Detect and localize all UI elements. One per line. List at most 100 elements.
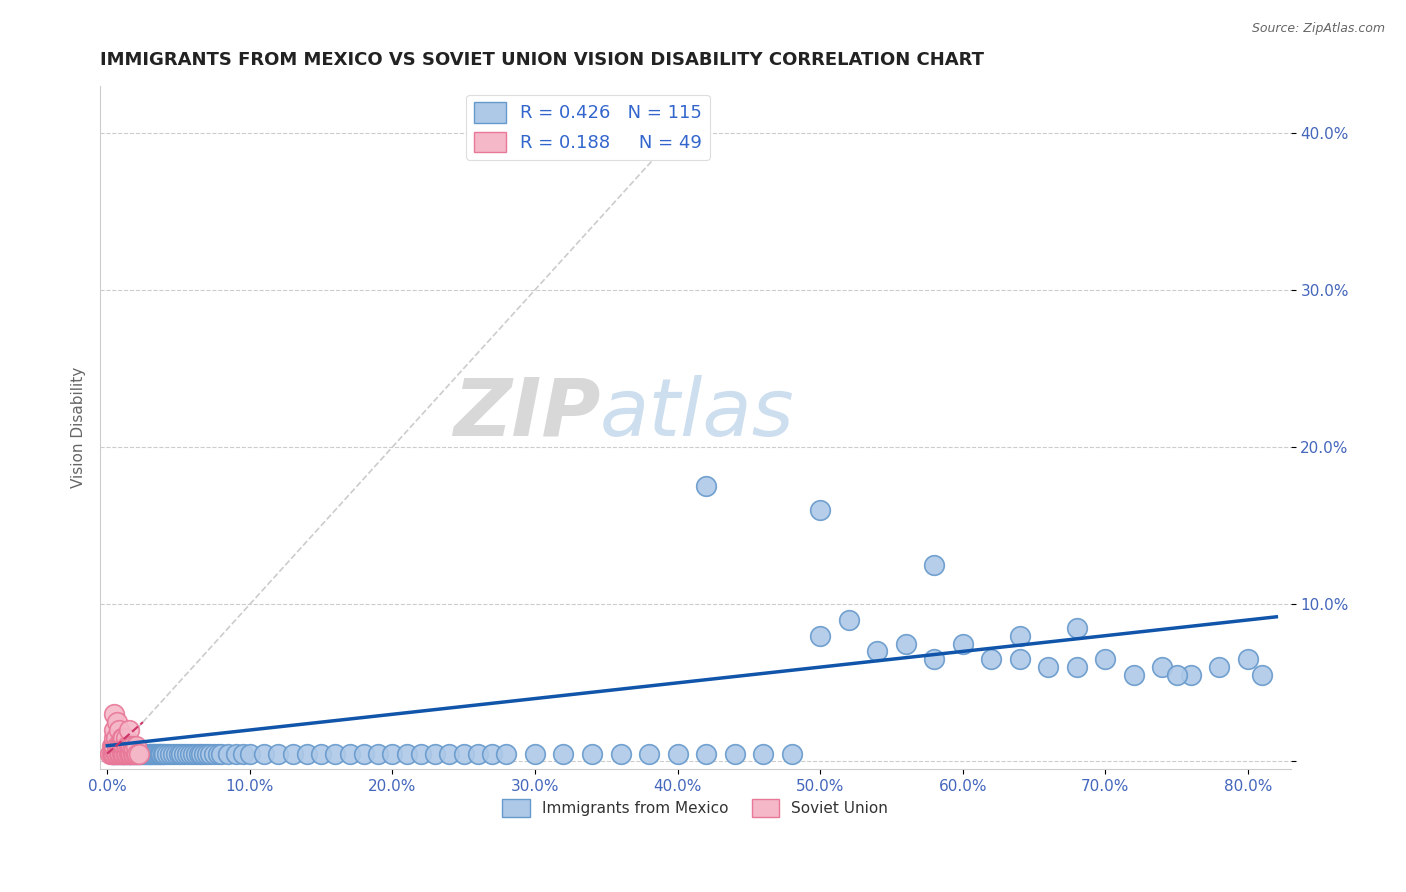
Point (101, 747, 124, 761)
Point (110, 747, 132, 761)
Point (922, 652, 945, 666)
Point (121, 739, 143, 753)
Point (150, 747, 173, 761)
Point (894, 636, 917, 650)
Point (139, 747, 162, 761)
Point (425, 747, 447, 761)
Point (581, 747, 603, 761)
Point (439, 747, 461, 761)
Point (381, 747, 404, 761)
Point (115, 747, 138, 761)
Point (108, 739, 131, 753)
Point (100, 747, 122, 761)
Point (195, 747, 218, 761)
Point (120, 747, 142, 761)
Point (100, 739, 122, 753)
Point (173, 747, 195, 761)
Point (128, 747, 150, 761)
Point (114, 731, 136, 745)
Point (309, 747, 332, 761)
Point (409, 747, 432, 761)
Point (134, 747, 156, 761)
Point (110, 742, 132, 756)
Point (127, 747, 149, 761)
Point (112, 747, 135, 761)
Point (1208, 660, 1230, 674)
Point (117, 742, 139, 756)
Point (124, 742, 146, 756)
Point (103, 739, 125, 753)
Point (127, 747, 149, 761)
Point (124, 747, 146, 761)
Point (202, 747, 225, 761)
Point (98, 747, 121, 761)
Point (325, 747, 347, 761)
Legend: Immigrants from Mexico, Soviet Union: Immigrants from Mexico, Soviet Union (496, 793, 894, 823)
Point (103, 731, 125, 745)
Point (105, 715, 128, 730)
Point (138, 747, 160, 761)
Point (124, 747, 146, 761)
Point (980, 652, 1002, 666)
Point (105, 747, 128, 761)
Point (1237, 652, 1260, 666)
Point (125, 747, 148, 761)
Point (952, 636, 974, 650)
Point (1094, 652, 1116, 666)
Point (125, 739, 148, 753)
Y-axis label: Vision Disability: Vision Disability (72, 367, 86, 488)
Point (295, 747, 318, 761)
Point (184, 747, 207, 761)
Point (453, 747, 475, 761)
Point (131, 747, 153, 761)
Point (395, 747, 418, 761)
Point (1008, 629, 1031, 643)
Point (114, 747, 136, 761)
Point (176, 747, 198, 761)
Point (135, 747, 157, 761)
Point (104, 747, 127, 761)
Point (111, 739, 134, 753)
Point (117, 739, 139, 753)
Point (136, 747, 159, 761)
Point (1008, 652, 1031, 666)
Point (866, 644, 889, 658)
Point (103, 747, 125, 761)
Point (114, 739, 136, 753)
Text: atlas: atlas (600, 375, 794, 453)
Point (122, 747, 145, 761)
Point (339, 747, 361, 761)
Point (198, 747, 221, 761)
Point (181, 747, 204, 761)
Point (609, 747, 631, 761)
Point (523, 747, 546, 761)
Point (225, 747, 247, 761)
Point (838, 613, 860, 627)
Point (112, 747, 135, 761)
Text: Source: ZipAtlas.com: Source: ZipAtlas.com (1251, 22, 1385, 36)
Point (101, 747, 124, 761)
Point (117, 723, 139, 737)
Point (1180, 668, 1202, 682)
Point (122, 747, 145, 761)
Text: ZIP: ZIP (453, 375, 600, 453)
Point (666, 747, 689, 761)
Point (808, 629, 831, 643)
Text: IMMIGRANTS FROM MEXICO VS SOVIET UNION VISION DISABILITY CORRELATION CHART: IMMIGRANTS FROM MEXICO VS SOVIET UNION V… (100, 51, 984, 69)
Point (111, 747, 134, 761)
Point (148, 747, 170, 761)
Point (104, 731, 127, 745)
Point (105, 739, 128, 753)
Point (107, 739, 129, 753)
Point (207, 747, 229, 761)
Point (159, 747, 181, 761)
Point (553, 747, 575, 761)
Point (121, 747, 143, 761)
Point (780, 747, 803, 761)
Point (103, 707, 125, 722)
Point (103, 747, 125, 761)
Point (107, 747, 129, 761)
Point (125, 747, 148, 761)
Point (187, 747, 209, 761)
Point (190, 747, 212, 761)
